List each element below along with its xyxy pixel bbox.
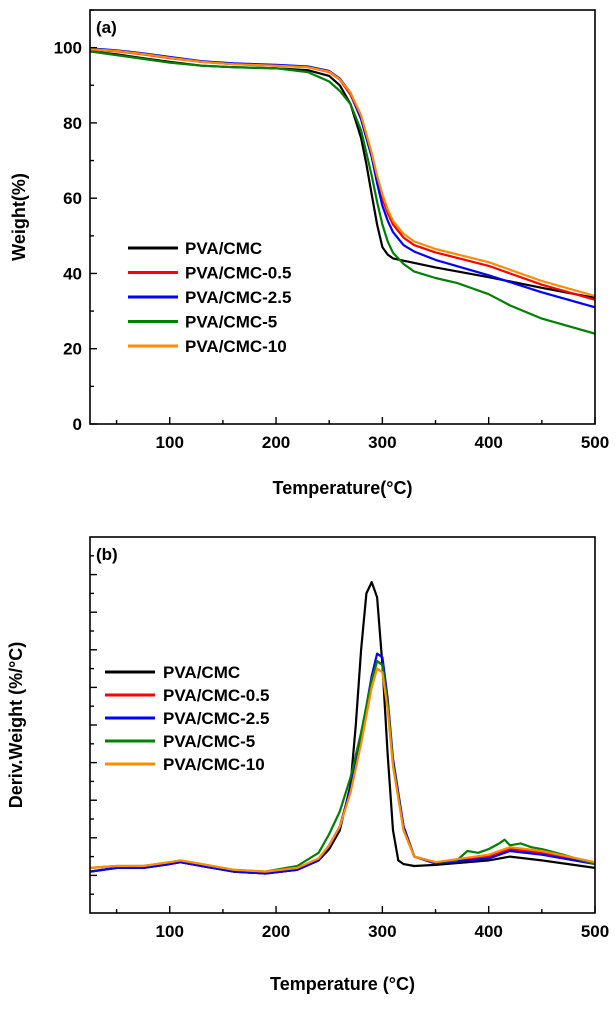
y-tick-label: 0 (73, 415, 82, 434)
x-axis-title: Temperature (°C) (270, 974, 415, 994)
legend-label: PVA/CMC (185, 239, 262, 258)
chart-panel-a: 100 200 300 400 500 0 20 40 60 80 100 Temperature(°… (9, 9, 609, 498)
legend-label: PVA/CMC-0.5 (163, 686, 269, 705)
legend-label: PVA/CMC-0.5 (185, 264, 291, 283)
panel-label: (a) (96, 18, 117, 37)
legend-label: PVA/CMC-10 (163, 755, 265, 774)
series-line-0 (90, 50, 595, 299)
x-tick-label: 100 (156, 922, 184, 941)
series-line-2 (90, 47, 595, 309)
legend-label: PVA/CMC-2.5 (185, 288, 291, 307)
legend-label: PVA/CMC-10 (185, 337, 287, 356)
x-tick-label: 400 (474, 922, 502, 941)
legend-label: PVA/CMC-5 (185, 313, 277, 332)
y-tick-label: 100 (54, 39, 82, 58)
x-tick-label: 100 (156, 433, 184, 452)
y-axis-title: Deriv.Weight (%/°C) (6, 642, 26, 809)
y-tick-label: 40 (63, 264, 82, 283)
x-tick-label: 200 (262, 922, 290, 941)
legend-label: PVA/CMC-5 (163, 732, 255, 751)
chart-panel-b: 100 200 300 400 500 Temperature (°C) Deriv.Wei… (6, 536, 609, 994)
x-tick-label: 400 (474, 433, 502, 452)
plot-area (90, 47, 595, 335)
plot-frame (89, 9, 596, 425)
series-line-4 (90, 48, 595, 298)
x-tick-label: 300 (368, 922, 396, 941)
y-tick-label: 80 (63, 114, 82, 133)
legend-label: PVA/CMC (163, 663, 240, 682)
legend: PVA/CMC PVA/CMC-0.5 PVA/CMC-2.5 PVA/CMC-5 PV… (105, 663, 269, 774)
x-tick-label: 500 (581, 922, 609, 941)
series-line-4 (90, 667, 595, 873)
x-tick-label: 300 (368, 433, 396, 452)
x-tick-label: 200 (262, 433, 290, 452)
plot-area (90, 581, 595, 875)
x-tick-label: 500 (581, 433, 609, 452)
panel-label: (b) (96, 545, 118, 564)
y-axis-title: Weight(%) (9, 173, 29, 261)
legend-label: PVA/CMC-2.5 (163, 709, 269, 728)
series-line-3 (90, 50, 595, 335)
series-line-1 (90, 48, 595, 301)
y-tick-label: 20 (63, 340, 82, 359)
legend: PVA/CMC PVA/CMC-0.5 PVA/CMC-2.5 PVA/CMC-5 PV… (128, 239, 291, 356)
x-axis-title: Temperature(°C) (273, 478, 413, 498)
y-tick-label: 60 (63, 189, 82, 208)
